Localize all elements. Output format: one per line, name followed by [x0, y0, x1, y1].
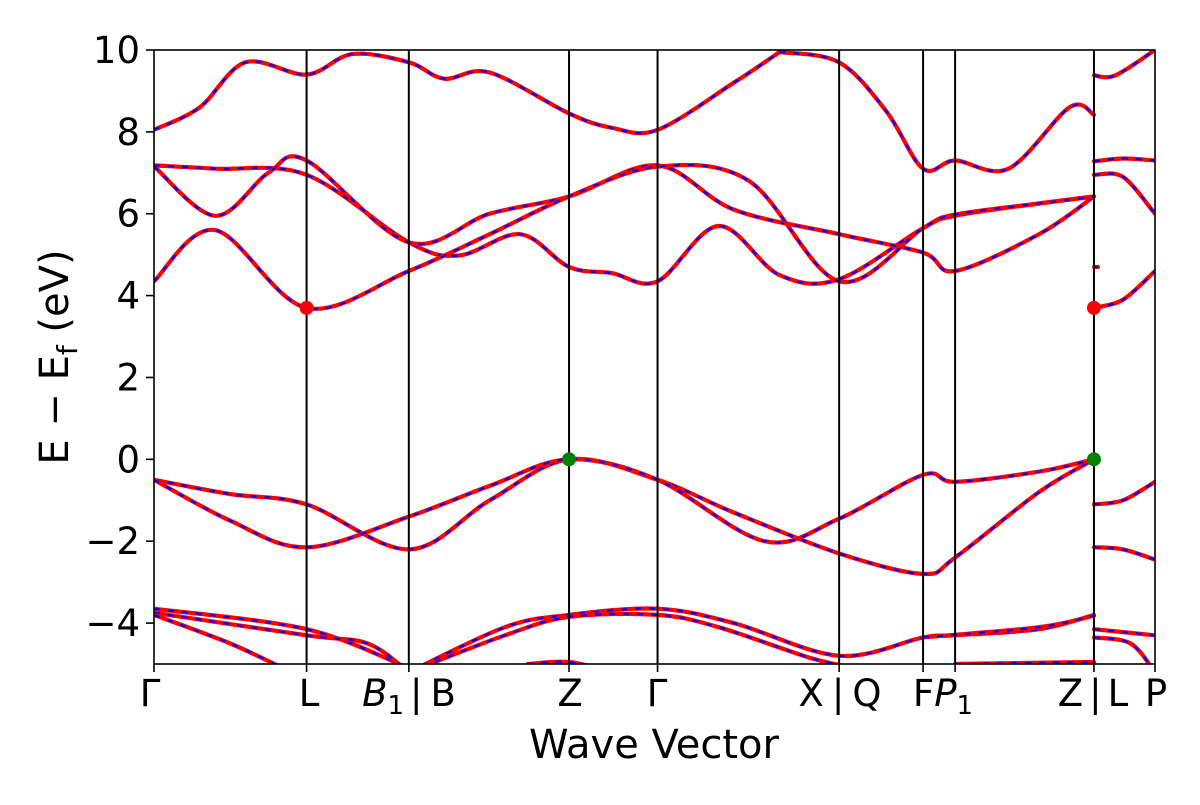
y-axis-ticks: 10 8 6 4 2 0 −2 −4: [85, 29, 1156, 672]
band-v3c-blue-dashed: [1093, 628, 1155, 637]
band-c3-blue-dashed: [154, 164, 1095, 285]
y-tick-label: 2: [116, 356, 140, 399]
y-tick-label: −2: [85, 520, 140, 563]
band-v5d-red: [1091, 635, 1152, 664]
band-v5-blue-dashed: [154, 613, 278, 664]
y-tick-label: 0: [116, 438, 140, 481]
band-c1-blue-dashed: [154, 163, 1095, 310]
y-tick-label: 8: [116, 111, 140, 154]
high-symmetry-lines: [305, 50, 1095, 664]
y-tick-label: 10: [93, 29, 140, 72]
band-v3-blue-dashed: [154, 607, 402, 664]
x-tick-label-gamma-start: Γ: [140, 672, 161, 715]
bands-layer: [154, 50, 1155, 664]
band-v1-red: [154, 456, 1097, 577]
band-v2b-blue-dashed: [1093, 546, 1155, 561]
band-c4c-red: [1091, 50, 1155, 80]
x-tick-label-X-Q: X | Q: [799, 672, 882, 715]
band-c3b-blue-dashed: [1093, 157, 1155, 163]
x-tick-label-P: P: [1145, 672, 1167, 715]
band-c2-blue-dashed: [154, 155, 1095, 273]
band-edge-markers: [299, 300, 1101, 467]
band-v1b-blue-dashed: [1093, 480, 1155, 506]
marker-cbm-L: [299, 300, 314, 315]
band-v4-blue-dashed: [154, 611, 401, 664]
marker-cbm-L2: [1086, 300, 1101, 315]
band-c4b-blue-dashed: [779, 50, 1095, 173]
band-c4-blue-dashed: [154, 51, 781, 135]
x-tick-label-gamma: Γ: [647, 672, 668, 715]
band-c1c-blue-dashed: [1093, 270, 1155, 309]
band-c4-red: [154, 50, 782, 136]
x-tick-label-F-P1: FP1: [913, 672, 973, 721]
band-c3-red: [154, 163, 1097, 286]
x-tick-label-B1-B: B1 | B: [362, 672, 456, 721]
band-v4b-red: [423, 611, 846, 664]
band-c4c-blue-dashed: [1093, 50, 1155, 79]
band-v1b-red: [1091, 479, 1155, 507]
band-c2b-blue-dashed: [1093, 172, 1155, 215]
y-axis-label: E − Ef (eV): [32, 249, 84, 464]
x-axis-label: Wave Vector: [529, 722, 780, 768]
band-v5c-blue-dashed: [955, 660, 1095, 664]
y-tick-label: 4: [116, 275, 140, 318]
marker-vbm-Z: [562, 452, 577, 467]
x-tick-label-Z-L: Z | L: [1058, 672, 1129, 715]
plot-frame: [153, 49, 1156, 665]
marker-vbm-Z2: [1086, 452, 1101, 467]
band-c2b-red: [1091, 171, 1155, 216]
x-tick-label-Z: Z: [557, 672, 582, 715]
x-tick-label-L: L: [299, 672, 320, 715]
y-tick-label: −4: [85, 602, 140, 645]
x-tick-labels: Γ L B1 | B Z Γ X | Q FP1 Z | L P: [140, 672, 1167, 721]
band-c4b-red: [777, 50, 1097, 174]
y-tick-label: 6: [116, 193, 140, 236]
band-c1c-red: [1091, 268, 1155, 310]
band-v4c-blue-dashed: [923, 614, 1095, 639]
band-c1-red: [154, 162, 1097, 311]
